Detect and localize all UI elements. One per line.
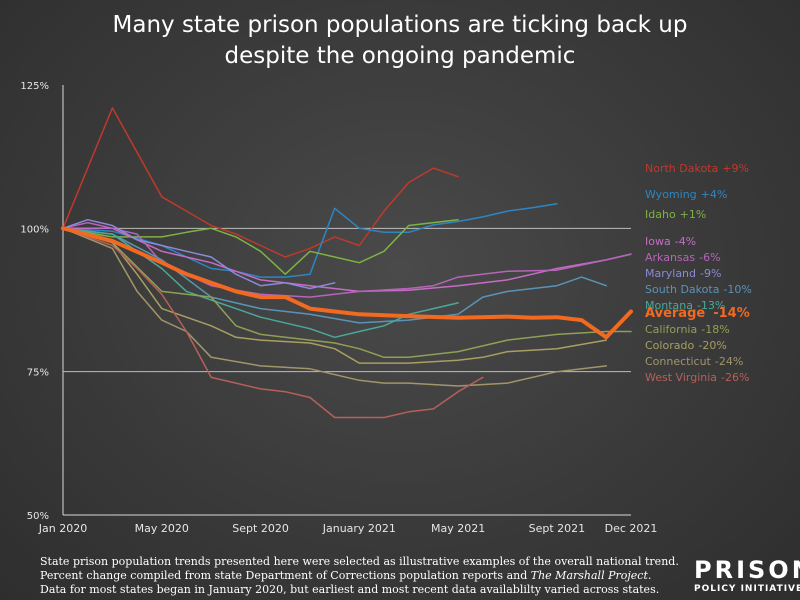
legend-series-name: Wyoming <box>645 188 697 201</box>
footnote-line-2-text: Percent change compiled from state Depar… <box>40 569 531 582</box>
legend-label-average: Average -14% <box>645 306 750 321</box>
footnote-line-2: Percent change compiled from state Depar… <box>40 569 680 583</box>
x-tick-label: Sept 2021 <box>529 522 586 535</box>
footnote-line-3: Data for most states began in January 20… <box>40 583 660 596</box>
legend-label-arkansas: Arkansas -6% <box>645 251 721 264</box>
series-line-colorado <box>62 227 608 364</box>
legend-label-connecticut: Connecticut -24% <box>645 355 743 368</box>
y-tick-label: 75% <box>27 368 49 379</box>
series-line-maryland <box>62 218 336 290</box>
legend-series-name: North Dakota <box>645 162 718 175</box>
legend-label-california: California -18% <box>645 323 730 336</box>
legend-label-wyoming: Wyoming +4% <box>645 188 727 201</box>
footnote: State prison population trends presented… <box>40 555 680 597</box>
prison-policy-initiative-logo: PRISON POLICY INITIATIVE <box>694 556 800 595</box>
series-line-california <box>62 227 632 359</box>
x-tick-label: Dec 2021 <box>605 522 658 535</box>
line-chart: 125% 100% 75% 50%Jan 2020 May 2020 Sept 2020 J… <box>20 81 752 535</box>
legend-label-montana: Montana -13% <box>645 299 725 312</box>
legend-series-change: -24% <box>715 355 743 368</box>
logo-top-text: PRISON <box>694 556 800 584</box>
footnote-line-1: State prison population trends presented… <box>40 555 679 568</box>
legend-series-name: Connecticut <box>645 355 712 368</box>
legend-series-name: Iowa <box>645 235 671 248</box>
legend-series-change: -13% <box>697 299 725 312</box>
legend-series-name: Maryland <box>645 267 696 280</box>
x-tick-label: January 2021 <box>322 522 396 535</box>
y-tick-label: 100% <box>20 224 49 235</box>
legend-label-iowa: Iowa -4% <box>645 235 696 248</box>
chart-title: Many state prison populations are tickin… <box>0 10 800 72</box>
footnote-source-name: The Marshall Project <box>530 569 648 582</box>
chart-title-line-1: Many state prison populations are tickin… <box>112 12 688 38</box>
legend-series-change: -18% <box>701 323 729 336</box>
legend-series-change: -4% <box>675 235 696 248</box>
x-tick-label: May 2021 <box>431 522 485 535</box>
y-tick-label: 50% <box>27 511 49 522</box>
series-line-west-virginia <box>62 227 484 419</box>
legend-series-change: -20% <box>698 339 726 352</box>
legend-series-name: California <box>645 323 697 336</box>
logo-bottom-text: POLICY INITIATIVE <box>694 584 800 594</box>
legend-series-name: Idaho <box>645 208 676 221</box>
legend-label-south-dakota: South Dakota -10% <box>645 283 752 296</box>
legend-series-name: West Virginia <box>645 371 717 384</box>
legend-series-change: -9% <box>700 267 721 280</box>
footnote-line-2-end: . <box>647 569 652 582</box>
legend-series-name: Arkansas <box>645 251 695 264</box>
legend-label-west-virginia: West Virginia -26% <box>645 371 749 384</box>
x-tick-label: May 2020 <box>135 522 189 535</box>
legend-label-colorado: Colorado -20% <box>645 339 727 352</box>
legend-label-idaho: Idaho +1% <box>645 208 706 221</box>
legend-series-change: -10% <box>723 283 751 296</box>
chart-title-line-2: despite the ongoing pandemic <box>224 43 576 69</box>
series-line-average <box>61 226 633 340</box>
x-tick-label: Sept 2020 <box>232 522 289 535</box>
series-line-north-dakota <box>62 107 459 258</box>
x-tick-label: Jan 2020 <box>38 522 87 535</box>
legend-series-change: -26% <box>721 371 749 384</box>
legend-series-name: Montana <box>645 299 693 312</box>
legend-series-name: Average <box>645 306 705 321</box>
y-tick-label: 125% <box>20 81 49 92</box>
legend-series-change: +9% <box>722 162 749 175</box>
series-line-idaho <box>62 218 459 275</box>
legend-series-change: -14% <box>713 306 750 321</box>
legend-series-change: -6% <box>699 251 720 264</box>
series-line-arkansas <box>62 221 632 298</box>
series-line-connecticut <box>62 227 608 387</box>
legend-series-change: +4% <box>701 188 728 201</box>
legend-series-name: Colorado <box>645 339 694 352</box>
legend-label-maryland: Maryland -9% <box>645 267 721 280</box>
legend-series-change: +1% <box>680 208 707 221</box>
legend-series-name: South Dakota <box>645 283 719 296</box>
legend-label-north-dakota: North Dakota +9% <box>645 162 749 175</box>
